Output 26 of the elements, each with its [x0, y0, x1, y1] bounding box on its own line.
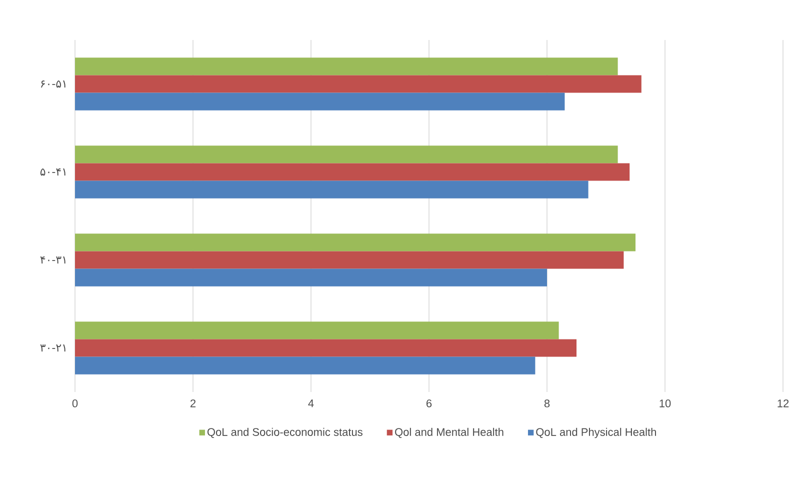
x-tick-label: 10	[660, 400, 671, 408]
bar	[75, 322, 559, 340]
bar	[75, 356, 536, 374]
legend-label: Qol and Mental Health	[395, 428, 504, 438]
bar	[75, 268, 548, 286]
x-tick-label: 12	[778, 400, 789, 408]
bar	[75, 234, 636, 252]
bar	[75, 339, 577, 357]
bar	[75, 163, 630, 181]
y-tick-label: ۵۰-۴۱	[40, 168, 66, 176]
bar	[75, 75, 642, 93]
bar	[75, 58, 618, 76]
x-tick-label: 4	[308, 400, 314, 408]
y-tick-label: ۴۰-۳۱	[40, 256, 66, 264]
bar	[75, 146, 618, 164]
y-tick-label: ۳۰-۲۱	[40, 344, 66, 352]
bar	[75, 251, 624, 269]
bar	[75, 92, 565, 110]
legend-label: QoL and Physical Health	[536, 428, 656, 438]
x-tick-label: 6	[426, 400, 432, 408]
bar	[75, 180, 588, 198]
x-tick-label: 2	[190, 400, 196, 408]
legend-label: QoL and Socio-economic status	[207, 428, 362, 438]
x-tick-label: 8	[544, 400, 550, 408]
y-tick-label: ۶۰-۵۱	[41, 80, 66, 88]
x-tick-label: 0	[72, 400, 78, 408]
